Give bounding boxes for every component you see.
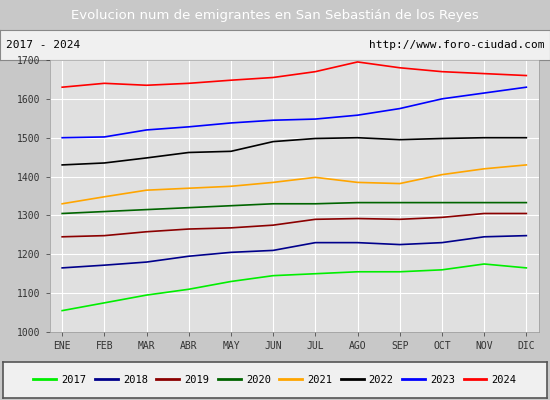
Text: 2017 - 2024: 2017 - 2024 [6,40,80,50]
Text: http://www.foro-ciudad.com: http://www.foro-ciudad.com [369,40,544,50]
Text: Evolucion num de emigrantes en San Sebastián de los Reyes: Evolucion num de emigrantes en San Sebas… [71,8,479,22]
Legend: 2017, 2018, 2019, 2020, 2021, 2022, 2023, 2024: 2017, 2018, 2019, 2020, 2021, 2022, 2023… [29,371,521,389]
